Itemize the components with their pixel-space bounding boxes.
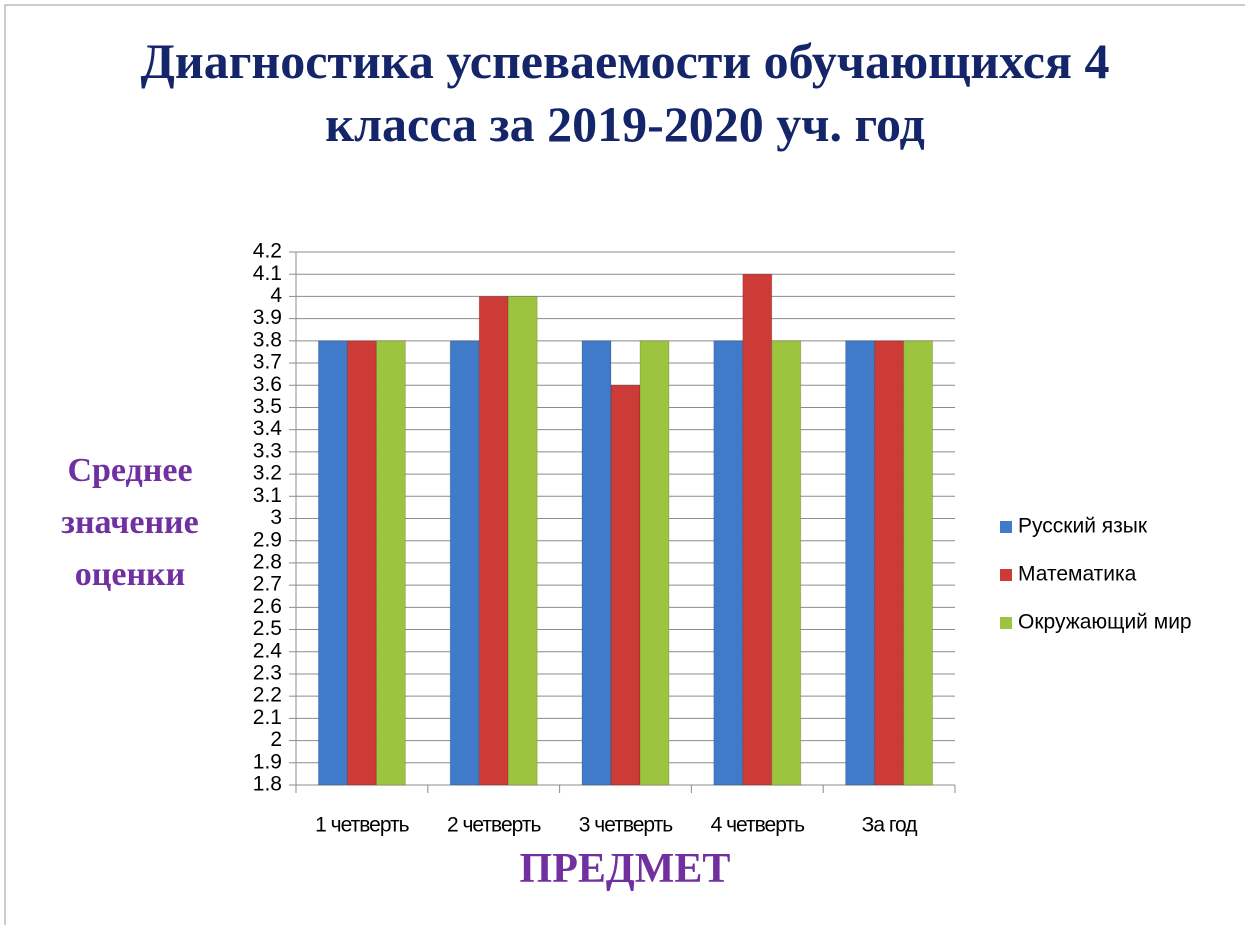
- y-tick-label: 3.8: [253, 328, 282, 351]
- y-tick-label: 2: [270, 728, 282, 751]
- chart-title: Диагностика успеваемости обучающихся 4 к…: [140, 33, 1110, 152]
- y-tick-label: 3.4: [253, 417, 283, 440]
- y-tick-label: 4.2: [253, 240, 282, 263]
- y-tick-label: 3.3: [253, 439, 282, 462]
- y-tick-label: 2.4: [253, 639, 283, 662]
- bar: [713, 340, 744, 786]
- y-tick-label: 2.6: [253, 595, 282, 618]
- y-tick-label: 3.6: [253, 373, 282, 396]
- bar: [639, 340, 670, 786]
- y-tick-label: 3.5: [253, 395, 282, 418]
- bar: [742, 273, 773, 786]
- legend-swatch: [1000, 569, 1012, 581]
- x-tick-label: За год: [862, 814, 918, 837]
- y-tick-label: 2.7: [253, 573, 282, 596]
- x-tick-label: 1 четверть: [315, 814, 409, 837]
- y-tick-label: 2.3: [253, 662, 282, 685]
- bar: [903, 340, 934, 786]
- y-tick-label: 2.8: [253, 550, 282, 573]
- bar: [449, 340, 480, 786]
- y-tick-label: 2.2: [253, 684, 282, 707]
- legend-label: Математика: [1018, 563, 1137, 586]
- y-tick-label: 2.5: [253, 617, 282, 640]
- bar: [375, 340, 406, 786]
- chart-frame: [4, 4, 1245, 925]
- y-tick-label: 1.8: [253, 773, 282, 796]
- y-axis-label: Среднее значение оценки: [61, 452, 199, 593]
- bar: [610, 384, 641, 786]
- y-tick-label: 3.2: [253, 462, 282, 485]
- y-tick-label: 3.7: [253, 351, 282, 374]
- y-tick-label: 1.9: [253, 750, 282, 773]
- bar: [874, 340, 905, 786]
- x-tick-label: 4 четверть: [711, 814, 805, 837]
- y-tick-label: 4.1: [253, 262, 282, 285]
- legend-label: Русский язык: [1018, 515, 1148, 538]
- y-tick-label: 2.1: [253, 706, 282, 729]
- y-tick-label: 3.9: [253, 306, 282, 329]
- bar: [771, 340, 802, 786]
- bar: [845, 340, 876, 786]
- y-tick-label: 3.1: [253, 484, 282, 507]
- x-tick-label: 3 четверть: [579, 814, 673, 837]
- x-axis-label: ПРЕДМЕТ: [519, 846, 731, 892]
- x-tick-label: 2 четверть: [447, 814, 541, 837]
- legend-label: Окружающий мир: [1018, 611, 1192, 634]
- y-tick-label: 2.9: [253, 528, 282, 551]
- y-tick-label: 3: [270, 506, 282, 529]
- legend-swatch: [1000, 617, 1012, 629]
- bar: [507, 295, 538, 786]
- y-tick-label: 4: [270, 284, 282, 307]
- bar: [581, 340, 612, 786]
- bar: [346, 340, 377, 786]
- bar: [317, 340, 348, 786]
- legend-swatch: [1000, 521, 1012, 533]
- bar: [478, 295, 509, 786]
